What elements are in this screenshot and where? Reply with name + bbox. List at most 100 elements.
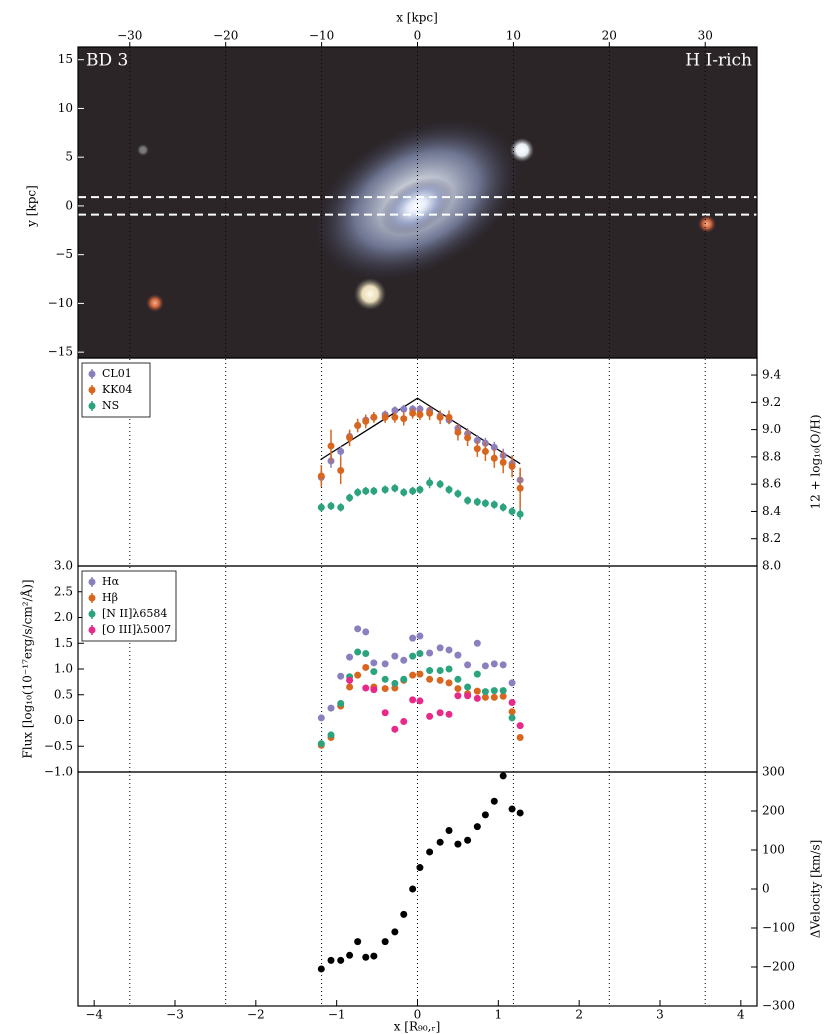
- y-axis-label: ΔVelocity [km/s]: [809, 840, 823, 939]
- data-point: [362, 487, 370, 495]
- data-point: [391, 725, 399, 733]
- data-point: [416, 670, 424, 678]
- data-point: [508, 805, 516, 813]
- data-point: [508, 708, 516, 716]
- panel-frame: [77, 565, 758, 773]
- legend-label: [O III]λ5007: [102, 623, 171, 636]
- y-tick-label: 100: [762, 843, 785, 857]
- data-point: [464, 683, 472, 691]
- x-tick-label: 2: [575, 1008, 583, 1022]
- data-point: [400, 415, 408, 423]
- data-point: [490, 660, 498, 668]
- data-point: [327, 704, 335, 712]
- data-point: [337, 503, 345, 511]
- x-tick-label: 1: [495, 1008, 503, 1022]
- y-tick-label: −15: [48, 345, 73, 359]
- x-tick-label: 10: [506, 29, 521, 43]
- data-point: [464, 434, 472, 442]
- data-point: [409, 885, 417, 893]
- data-point: [409, 409, 417, 417]
- data-point: [436, 413, 444, 421]
- data-point: [381, 675, 389, 683]
- y-tick-label: −1.0: [44, 765, 73, 779]
- data-point: [409, 487, 417, 495]
- legend-marker: [88, 386, 96, 394]
- data-point: [508, 679, 516, 687]
- data-point: [381, 486, 389, 494]
- y-tick-label: 8.4: [762, 504, 781, 518]
- y-tick-label: 8.0: [762, 559, 781, 573]
- data-point: [436, 644, 444, 652]
- data-point: [400, 656, 408, 664]
- y-tick-label: 9.0: [762, 422, 781, 436]
- data-point: [464, 661, 472, 669]
- data-point: [481, 662, 489, 670]
- data-point: [516, 733, 524, 741]
- data-point: [409, 634, 417, 642]
- data-point: [362, 953, 370, 961]
- data-point: [490, 454, 498, 462]
- data-point: [508, 507, 516, 515]
- data-point: [454, 685, 462, 693]
- data-point: [516, 484, 524, 492]
- data-point: [499, 772, 507, 780]
- data-point: [445, 679, 453, 687]
- data-point: [409, 652, 417, 660]
- data-point: [445, 710, 453, 718]
- data-point: [362, 684, 370, 692]
- y-tick-label: 15: [58, 52, 73, 66]
- data-point: [391, 413, 399, 421]
- x-tick-label: −20: [213, 29, 238, 43]
- data-point: [490, 797, 498, 805]
- data-point: [473, 670, 481, 678]
- panel-frame: [77, 357, 758, 567]
- data-point: [381, 660, 389, 668]
- data-point: [473, 694, 481, 702]
- data-point: [473, 687, 481, 695]
- data-point: [436, 838, 444, 846]
- y-tick-label: −0.5: [44, 739, 73, 753]
- y-tick-label: 2.0: [54, 610, 73, 624]
- data-point: [416, 864, 424, 872]
- data-point: [499, 458, 507, 466]
- legend-label: Hβ: [102, 591, 118, 604]
- y-tick-label: −100: [762, 921, 795, 935]
- x-tick-label: 3: [656, 1008, 664, 1022]
- data-point: [362, 628, 370, 636]
- y-tick-label: −300: [762, 999, 795, 1013]
- y-axis-label: 12 + log₁₀(O/H): [809, 414, 823, 509]
- y-tick-label: −200: [762, 960, 795, 974]
- data-point: [317, 740, 325, 748]
- x-tick-label: 4: [737, 1008, 745, 1022]
- data-point: [337, 672, 345, 680]
- data-point: [416, 632, 424, 640]
- data-point: [454, 651, 462, 659]
- y-tick-label: 9.4: [762, 368, 781, 382]
- x-tick-label: 0: [414, 1008, 422, 1022]
- data-point: [391, 652, 399, 660]
- data-point: [516, 510, 524, 518]
- y-tick-label: 3.0: [54, 559, 73, 573]
- data-point: [473, 498, 481, 506]
- data-point: [499, 503, 507, 511]
- data-point: [481, 447, 489, 455]
- data-point: [508, 698, 516, 706]
- data-point: [436, 709, 444, 717]
- data-point: [317, 965, 325, 973]
- data-point: [370, 952, 378, 960]
- data-point: [400, 405, 408, 413]
- x-tick-label: −30: [117, 29, 142, 43]
- data-point: [436, 480, 444, 488]
- data-point: [327, 502, 335, 510]
- data-point: [426, 667, 434, 675]
- data-point: [400, 910, 408, 918]
- data-point: [416, 486, 424, 494]
- legend-marker: [88, 402, 96, 410]
- data-point: [481, 811, 489, 819]
- x-tick-label: 20: [602, 29, 617, 43]
- data-point: [445, 413, 453, 421]
- data-point: [454, 675, 462, 683]
- data-point: [354, 671, 362, 679]
- x-tick-label: 0: [414, 29, 422, 43]
